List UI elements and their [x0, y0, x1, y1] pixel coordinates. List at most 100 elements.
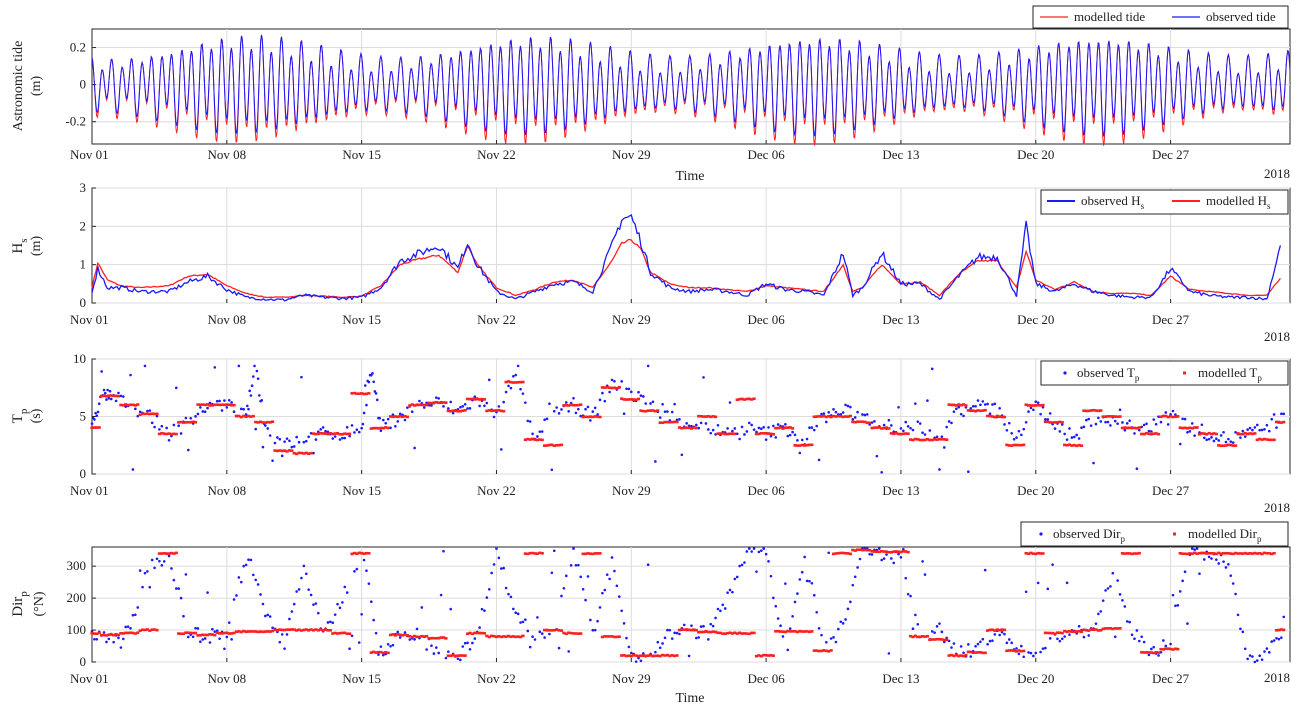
- point-modelled: [254, 630, 258, 633]
- point-modelled: [1106, 627, 1110, 630]
- point-observed: [786, 648, 790, 652]
- point-modelled: [1207, 551, 1211, 555]
- point-modelled: [723, 632, 727, 635]
- point-modelled: [778, 630, 783, 633]
- x-tick-label: Dec 13: [882, 312, 919, 327]
- point-observed: [244, 413, 248, 416]
- point-modelled: [593, 552, 597, 555]
- x-label-tide: Time: [675, 169, 704, 184]
- point-observed: [589, 618, 592, 622]
- point-modelled: [543, 444, 547, 447]
- point-observed: [121, 637, 125, 641]
- point-observed: [430, 644, 433, 648]
- point-observed: [557, 412, 561, 415]
- y-tick-label: 2: [80, 218, 87, 233]
- x-tick-label: Nov 22: [477, 312, 516, 327]
- point-observed: [131, 613, 135, 617]
- point-observed: [329, 620, 332, 624]
- point-observed: [1015, 647, 1018, 650]
- point-observed: [502, 566, 505, 570]
- point-modelled: [865, 548, 869, 552]
- point-observed: [808, 579, 811, 583]
- point-observed: [675, 418, 679, 422]
- point-modelled: [786, 426, 790, 429]
- legend-observed-tp-sub: p: [1135, 373, 1140, 383]
- point-modelled: [935, 637, 939, 641]
- point-observed: [1080, 426, 1083, 430]
- point-observed: [1210, 557, 1213, 560]
- point-modelled: [237, 414, 241, 418]
- point-modelled: [1188, 552, 1192, 555]
- point-modelled: [502, 635, 506, 638]
- point-observed: [1246, 657, 1249, 661]
- y-tick-label: 100: [67, 622, 87, 637]
- point-modelled: [1053, 632, 1057, 636]
- point-observed: [1082, 635, 1086, 639]
- point-observed: [1041, 405, 1045, 409]
- point-observed: [255, 369, 259, 373]
- point-modelled: [331, 432, 335, 436]
- point-modelled: [1171, 648, 1175, 651]
- point-modelled: [976, 651, 980, 654]
- point-modelled: [961, 403, 966, 406]
- point-modelled: [307, 452, 311, 455]
- point-observed: [1224, 566, 1228, 569]
- point-observed: [856, 566, 859, 569]
- point-modelled: [405, 415, 409, 419]
- point-modelled: [884, 550, 889, 553]
- point-modelled: [1031, 552, 1035, 555]
- point-observed: [1147, 653, 1151, 657]
- point-modelled: [632, 398, 636, 401]
- point-observed: [1260, 428, 1264, 432]
- point-observed: [976, 642, 980, 646]
- point-observed: [882, 423, 886, 427]
- series-tide: [91, 34, 1291, 146]
- point-observed: [1077, 437, 1081, 440]
- point-modelled: [360, 551, 364, 555]
- point-modelled: [162, 551, 166, 555]
- point-observed: [382, 418, 385, 422]
- point-modelled: [1195, 552, 1199, 556]
- point-modelled: [998, 628, 1002, 632]
- point-modelled: [781, 630, 785, 634]
- point-observed: [155, 557, 159, 561]
- series-dir: [90, 547, 1286, 664]
- point-modelled: [617, 635, 621, 639]
- point-observed: [577, 563, 580, 567]
- point-observed: [1200, 423, 1204, 427]
- point-observed: [962, 651, 965, 655]
- point-modelled: [687, 628, 691, 632]
- point-modelled: [381, 651, 385, 655]
- point-observed: [839, 413, 843, 416]
- point-observed: [969, 407, 973, 410]
- point-modelled: [1019, 649, 1023, 653]
- point-modelled: [441, 636, 446, 639]
- point-observed: [694, 423, 698, 427]
- point-observed: [1164, 411, 1168, 414]
- x-tick-label: Dec 20: [1017, 671, 1054, 686]
- point-modelled: [1132, 426, 1137, 430]
- point-observed: [1183, 417, 1187, 421]
- point-modelled: [1120, 426, 1125, 430]
- point-modelled: [535, 438, 539, 442]
- point-observed: [892, 430, 896, 434]
- point-modelled: [1113, 627, 1117, 630]
- point-observed: [699, 625, 703, 628]
- point-observed: [141, 585, 144, 589]
- point-observed: [586, 575, 590, 578]
- x-tick-label: Dec 06: [748, 312, 786, 327]
- point-observed: [1063, 635, 1066, 638]
- point-modelled: [740, 397, 744, 401]
- point-modelled: [340, 631, 344, 635]
- point-modelled: [603, 386, 607, 389]
- point-modelled: [295, 629, 299, 632]
- point-observed: [292, 445, 296, 448]
- point-modelled: [208, 404, 212, 407]
- point-modelled: [973, 651, 978, 654]
- y-label-hs-sub: s: [18, 238, 30, 242]
- point-observed: [437, 397, 440, 400]
- legend-label-observed-tp: observed Tp: [1077, 365, 1140, 383]
- point-modelled: [1176, 647, 1180, 651]
- point-modelled: [875, 426, 879, 429]
- point-modelled: [579, 632, 583, 635]
